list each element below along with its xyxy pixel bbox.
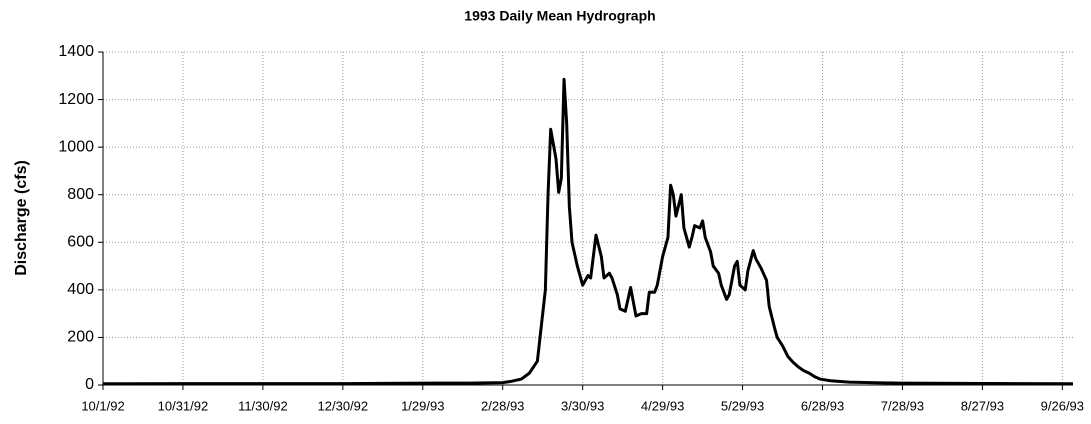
x-tick-label: 8/27/93 (961, 398, 1004, 413)
x-tick-label: 11/30/92 (238, 398, 288, 413)
y-tick-label: 600 (67, 234, 94, 251)
x-tick-label: 7/28/93 (881, 398, 924, 413)
x-tick-label: 2/28/93 (481, 398, 524, 413)
x-tick-label: 10/31/92 (158, 398, 209, 413)
y-tick-label: 1000 (58, 138, 94, 155)
y-tick-label: 1200 (58, 91, 94, 108)
y-tick-label: 200 (67, 329, 94, 346)
x-tick-label: 9/26/93 (1041, 398, 1084, 413)
y-tick-label: 1400 (58, 43, 94, 60)
y-tick-label: 0 (85, 376, 94, 393)
x-tick-label: 3/30/93 (561, 398, 604, 413)
x-tick-label: 10/1/92 (81, 398, 124, 413)
x-tick-label: 5/29/93 (721, 398, 764, 413)
y-axis-label: Discharge (cfs) (13, 160, 30, 276)
chart-title: 1993 Daily Mean Hydrograph (464, 8, 655, 24)
hydrograph-line (102, 77, 1074, 386)
x-tick-label: 4/29/93 (641, 398, 684, 413)
y-tick-label: 800 (67, 186, 94, 203)
x-tick-label: 1/29/93 (401, 398, 444, 413)
y-tick-label: 400 (67, 281, 94, 298)
x-tick-label: 12/30/92 (318, 398, 369, 413)
x-tick-label: 6/28/93 (801, 398, 844, 413)
